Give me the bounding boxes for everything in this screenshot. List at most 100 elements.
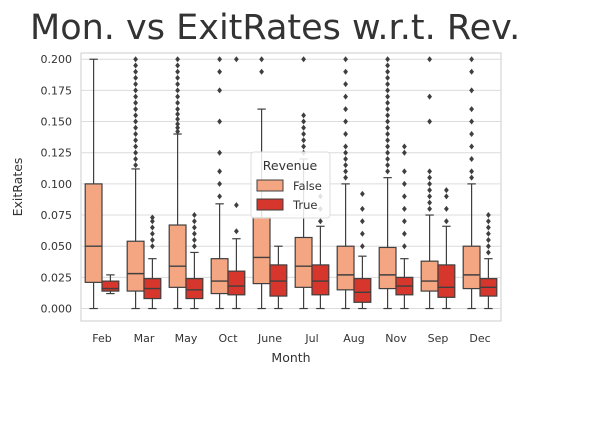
x-tick-label-sep: Sep: [428, 332, 449, 345]
flier-true-may-2: [192, 230, 197, 237]
boxes: [84, 56, 498, 310]
x-tick-label-jul: Jul: [304, 332, 318, 345]
flier-false-mar-11: [133, 93, 138, 100]
legend-swatch-false: [256, 179, 284, 192]
flier-false-jul-1: [301, 143, 306, 150]
flier-true-aug-0: [360, 243, 365, 250]
flier-false-nov-10: [385, 106, 390, 113]
flier-false-nov-16: [385, 68, 390, 75]
flier-false-june-1: [259, 56, 264, 63]
flier-false-mar-7: [133, 118, 138, 125]
flier-false-jul-7: [301, 56, 306, 63]
flier-false-dec-6: [469, 106, 474, 113]
flier-false-sep-0: [427, 205, 432, 212]
box-body-false-dec: [462, 245, 481, 290]
flier-false-jul-3: [301, 131, 306, 138]
flier-false-oct-5: [217, 87, 222, 94]
x-tick-label-june: June: [257, 332, 282, 345]
flier-false-nov-15: [385, 74, 390, 81]
flier-false-may-9: [175, 81, 180, 88]
flier-false-aug-10: [343, 81, 348, 88]
flier-false-dec-4: [469, 131, 474, 138]
flier-false-aug-6: [343, 131, 348, 138]
flier-false-nov-14: [385, 81, 390, 88]
flier-true-may-4: [192, 218, 197, 225]
flier-false-may-2: [175, 121, 180, 128]
flier-true-dec-5: [486, 218, 491, 225]
flier-false-oct-7: [217, 56, 222, 63]
flier-false-sep-2: [427, 193, 432, 200]
flier-false-mar-17: [133, 56, 138, 63]
flier-true-dec-6: [486, 212, 491, 219]
flier-false-may-7: [175, 93, 180, 100]
flier-true-aug-1: [360, 230, 365, 237]
flier-true-nov-4: [402, 193, 407, 200]
flier-true-nov-8: [402, 143, 407, 150]
flier-false-may-4: [175, 111, 180, 118]
flier-false-jul-6: [301, 112, 306, 119]
flier-true-mar-0: [150, 243, 155, 250]
flier-false-mar-16: [133, 62, 138, 69]
flier-false-may-13: [175, 56, 180, 63]
box-true-mar: [143, 214, 162, 310]
flier-false-mar-2: [133, 149, 138, 156]
flier-false-mar-0: [133, 162, 138, 169]
flier-true-mar-1: [150, 236, 155, 243]
box-body-false-may: [168, 224, 187, 288]
box-body-true-sep: [437, 264, 456, 298]
flier-false-may-10: [175, 74, 180, 81]
box-false-feb: [84, 58, 103, 310]
box-true-aug: [353, 190, 372, 310]
flier-false-nov-9: [385, 112, 390, 119]
flier-false-mar-6: [133, 124, 138, 131]
flier-false-mar-1: [133, 155, 138, 162]
flier-false-sep-6: [427, 168, 432, 175]
flier-false-dec-5: [469, 118, 474, 125]
flier-true-sep-1: [444, 205, 449, 212]
flier-true-nov-0: [402, 243, 407, 250]
box-true-oct: [227, 56, 246, 310]
flier-false-sep-9: [427, 56, 432, 63]
box-false-may: [168, 56, 187, 310]
flier-false-mar-13: [133, 81, 138, 88]
flier-true-jul-0: [318, 218, 323, 225]
box-body-false-aug: [336, 245, 355, 291]
flier-false-mar-12: [133, 87, 138, 94]
flier-true-may-5: [192, 212, 197, 219]
flier-false-dec-0: [469, 174, 474, 181]
flier-true-may-3: [192, 224, 197, 231]
box-body-true-jul: [311, 264, 330, 296]
flier-true-nov-7: [402, 149, 407, 156]
flier-false-nov-4: [385, 143, 390, 150]
box-body-true-feb: [101, 280, 120, 292]
box-false-oct: [210, 56, 229, 310]
flier-false-dec-9: [469, 56, 474, 63]
flier-false-may-0: [175, 128, 180, 135]
x-tick-label-oct: Oct: [218, 332, 238, 345]
y-tick-label-7: 0.175: [41, 84, 73, 97]
flier-false-nov-5: [385, 137, 390, 144]
flier-false-mar-3: [133, 143, 138, 150]
flier-false-aug-5: [343, 143, 348, 150]
x-tick-label-nov: Nov: [385, 332, 407, 345]
flier-true-dec-0: [486, 249, 491, 256]
flier-false-dec-1: [469, 168, 474, 175]
box-false-dec: [462, 56, 481, 310]
x-axis-label: Month: [271, 350, 310, 365]
y-tick-label-0: 0.000: [41, 303, 73, 316]
y-tick-label-1: 0.025: [41, 271, 73, 284]
flier-true-nov-3: [402, 205, 407, 212]
flier-false-sep-1: [427, 199, 432, 206]
y-tick-label-6: 0.150: [41, 116, 73, 129]
flier-false-sep-7: [427, 118, 432, 125]
x-tick-label-dec: Dec: [469, 332, 490, 345]
flier-false-mar-14: [133, 74, 138, 81]
legend: Revenue False True: [250, 151, 331, 219]
box-body-false-sep: [420, 260, 439, 292]
flier-true-oct-0: [234, 228, 239, 235]
flier-false-oct-0: [217, 193, 222, 200]
flier-true-mar-5: [150, 214, 155, 221]
flier-false-oct-1: [217, 180, 222, 187]
flier-true-nov-5: [402, 180, 407, 187]
box-false-jul: [294, 56, 313, 310]
